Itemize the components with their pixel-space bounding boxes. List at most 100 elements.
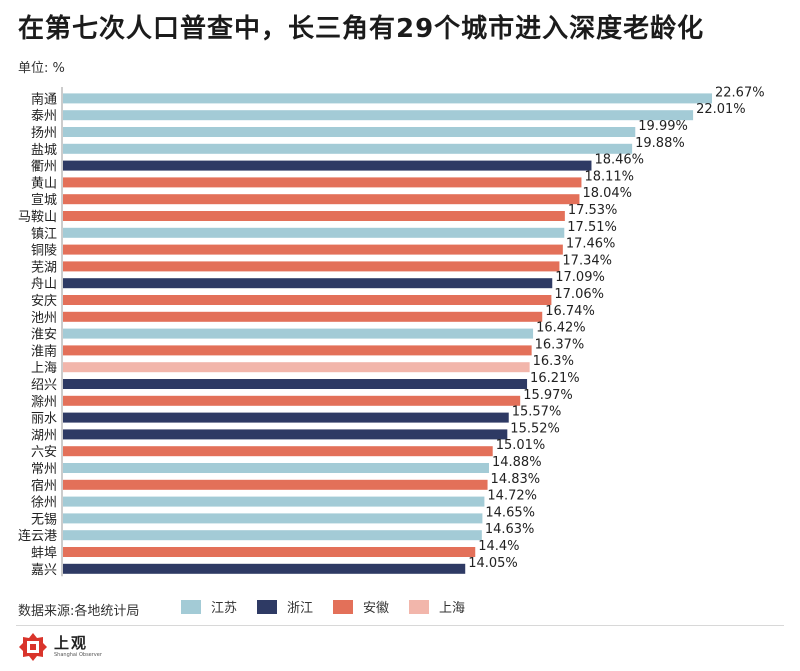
value-label: 15.01% <box>496 438 546 453</box>
value-label: 15.52% <box>510 421 560 436</box>
bar <box>63 110 694 121</box>
value-label: 18.11% <box>584 169 634 184</box>
legend-swatch <box>257 599 278 614</box>
value-label: 14.88% <box>492 455 542 470</box>
category-label: 淮安 <box>31 328 57 343</box>
legend-item-shanghai: 上海 <box>409 597 465 616</box>
bar <box>63 211 565 221</box>
category-label: 滁州 <box>31 394 57 410</box>
value-label: 17.09% <box>555 270 605 285</box>
value-label: 16.42% <box>536 321 586 336</box>
logo-mark-icon <box>19 633 47 661</box>
bar <box>63 278 553 289</box>
unit-label: 单位: % <box>18 61 65 76</box>
value-label: 19.88% <box>635 136 685 151</box>
bar <box>63 429 508 440</box>
category-label: 宣城 <box>31 192 57 208</box>
value-label: 14.4% <box>478 539 519 554</box>
value-label: 14.65% <box>485 505 535 520</box>
bar <box>63 311 543 322</box>
value-label: 16.74% <box>545 304 595 319</box>
value-label: 14.05% <box>468 556 518 571</box>
bar <box>63 345 532 356</box>
category-label: 丽水 <box>31 412 57 427</box>
bar <box>63 463 489 473</box>
bar <box>63 563 466 574</box>
bar <box>63 244 563 255</box>
chart-title: 在第七次人口普查中，长三角有29个城市进入深度老龄化 <box>18 14 705 44</box>
legend-swatch <box>333 599 354 614</box>
value-label: 16.21% <box>530 371 580 386</box>
category-label: 黄山 <box>31 176 57 191</box>
category-label: 镇江 <box>31 227 57 242</box>
bar <box>63 446 493 457</box>
category-label: 淮南 <box>31 343 57 359</box>
bar <box>63 127 636 137</box>
category-label: 连云港 <box>18 528 57 544</box>
category-label: 蚌埠 <box>31 546 57 561</box>
bar <box>63 261 560 272</box>
legend-label: 浙江 <box>287 601 314 616</box>
category-label: 铜陵 <box>31 244 57 259</box>
value-label: 14.72% <box>487 489 537 504</box>
category-label: 泰州 <box>31 109 57 124</box>
category-label: 六安 <box>31 445 57 460</box>
category-label: 无锡 <box>31 512 57 527</box>
value-label: 15.57% <box>512 405 562 420</box>
category-label: 盐城 <box>31 143 57 158</box>
value-label: 15.97% <box>523 388 573 403</box>
data-source: 数据来源:各地统计局 <box>18 604 140 619</box>
value-label: 17.53% <box>568 203 618 218</box>
category-label: 绍兴 <box>31 378 57 393</box>
legend: 江苏 浙江 安徽 上海 <box>181 597 485 616</box>
legend-label: 江苏 <box>211 601 238 616</box>
logo: 上观 Shanghai Observer <box>18 632 102 662</box>
bar <box>63 177 582 188</box>
bar <box>63 379 528 389</box>
bar <box>63 227 565 238</box>
category-label: 徐州 <box>31 496 57 511</box>
category-label: 扬州 <box>31 126 57 141</box>
value-label: 17.51% <box>567 220 617 235</box>
value-label: 16.37% <box>535 337 585 352</box>
value-label: 17.06% <box>554 287 604 302</box>
value-label: 14.63% <box>485 522 535 537</box>
category-label: 马鞍山 <box>18 209 57 225</box>
legend-item-zhejiang: 浙江 <box>257 597 313 616</box>
bar <box>63 362 530 373</box>
category-label: 安庆 <box>31 294 57 309</box>
category-label: 芜湖 <box>31 260 57 275</box>
bar <box>63 93 712 104</box>
category-label: 衢州 <box>31 160 57 175</box>
logo-text: 上观 <box>54 634 89 652</box>
bar <box>63 412 509 423</box>
value-label: 16.3% <box>533 354 574 369</box>
category-label: 上海 <box>31 361 57 376</box>
chart-footer: 数据来源:各地统计局 江苏 浙江 安徽 上海 <box>0 592 800 622</box>
value-label: 19.99% <box>638 119 688 134</box>
legend-item-jiangsu: 江苏 <box>181 597 237 616</box>
bar <box>63 479 488 490</box>
value-label: 22.67% <box>715 85 765 100</box>
bar <box>63 328 534 339</box>
logo-subtext: Shanghai Observer <box>54 652 102 658</box>
bar <box>63 395 521 406</box>
bar <box>63 547 476 557</box>
bar <box>63 160 592 171</box>
category-label: 南通 <box>31 91 57 107</box>
category-label: 嘉兴 <box>31 563 57 578</box>
value-label: 17.34% <box>562 253 612 268</box>
legend-label: 安徽 <box>363 601 390 616</box>
value-label: 17.46% <box>566 237 616 252</box>
bar <box>63 530 482 541</box>
category-label: 常州 <box>31 462 57 477</box>
legend-swatch <box>409 599 430 614</box>
bar <box>63 513 483 524</box>
footer-divider <box>16 625 784 626</box>
category-label: 宿州 <box>31 478 57 494</box>
legend-item-anhui: 安徽 <box>333 597 389 616</box>
category-label: 池州 <box>31 311 57 326</box>
value-label: 18.04% <box>582 186 632 201</box>
category-label: 舟山 <box>31 277 57 292</box>
bar-chart: 南通 22.67% 泰州 22.01% 扬州 19.99% 盐城 19.88% 衢州 18.46%… <box>18 85 765 578</box>
